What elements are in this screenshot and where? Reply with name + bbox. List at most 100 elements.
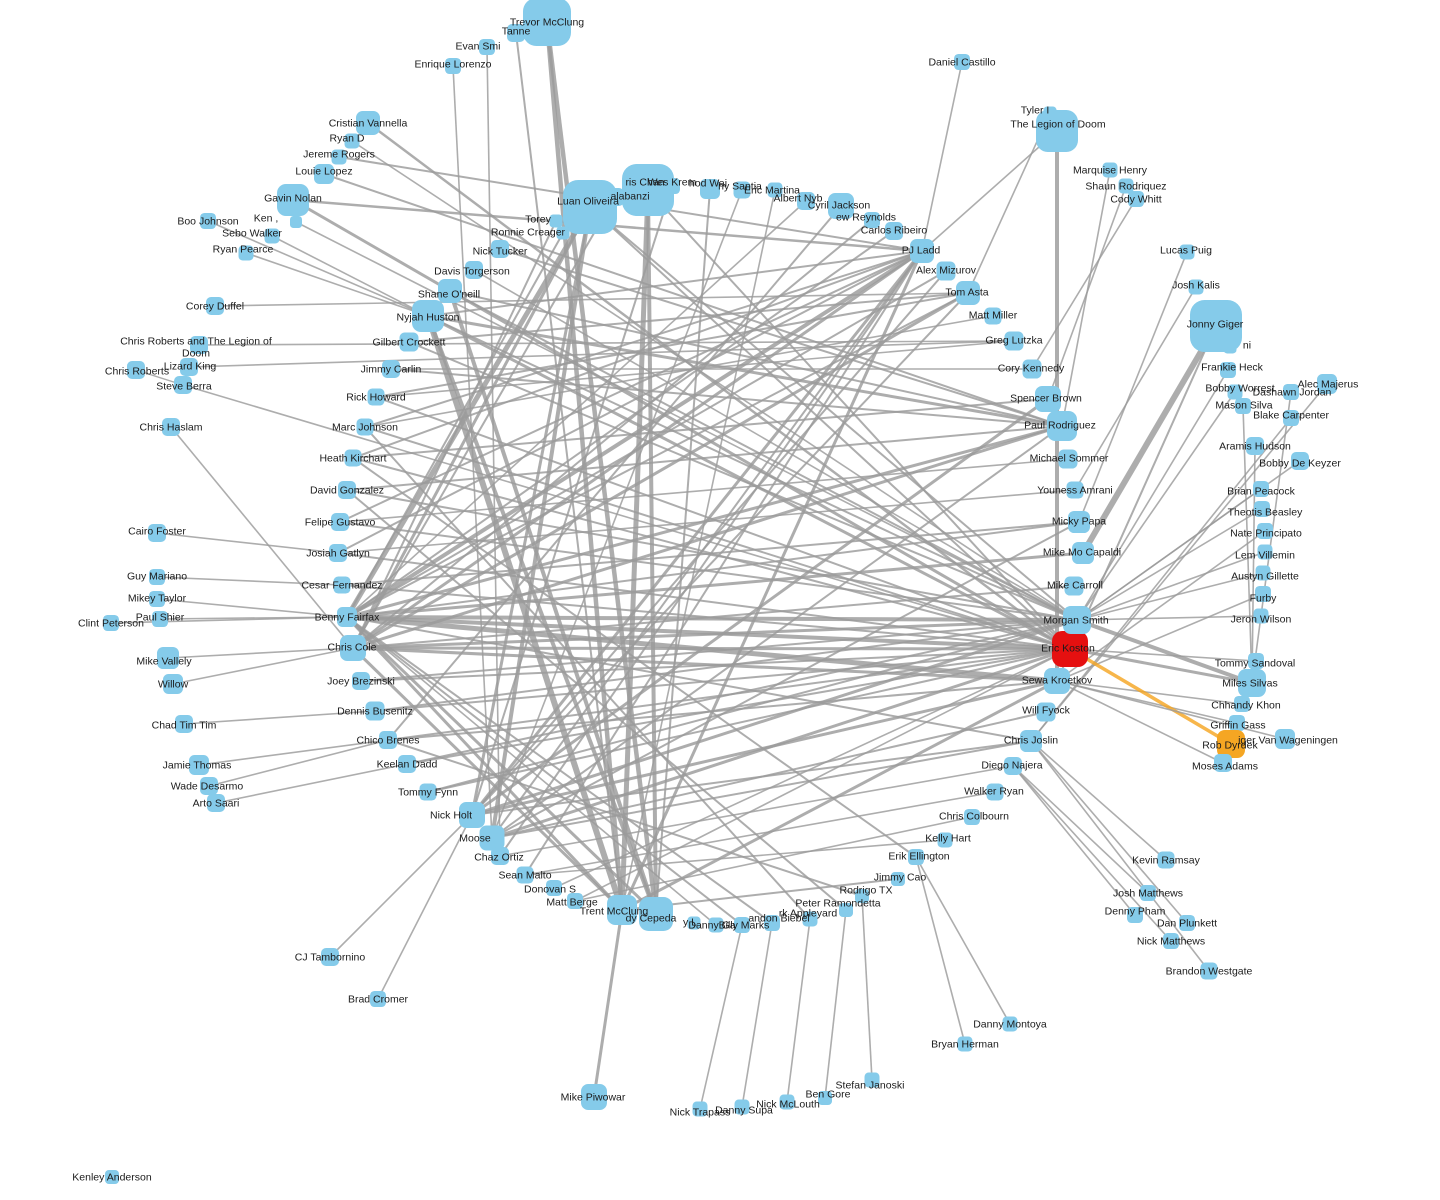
node-jereme-rogers[interactable]: [331, 149, 347, 165]
node-chris-cole[interactable]: [340, 635, 366, 661]
node-cj-tambornino[interactable]: [321, 948, 339, 966]
node-furby[interactable]: [1255, 586, 1271, 602]
node-ryan-d[interactable]: [344, 133, 360, 149]
node-davis-torgerson[interactable]: [465, 261, 483, 279]
node-tom-asta[interactable]: [956, 281, 980, 305]
node-dashawn-jordan[interactable]: [1283, 384, 1299, 400]
node-ryan-pearce[interactable]: [238, 245, 254, 261]
node-danny-montoya[interactable]: [1002, 1016, 1018, 1032]
node-rob-dyrdek[interactable]: [1217, 730, 1245, 758]
node-marc-johnson[interactable]: [356, 418, 374, 436]
node-trent-mcclung[interactable]: [607, 895, 637, 925]
node-albert-nyberg[interactable]: [797, 192, 815, 210]
node-sebo-walker[interactable]: [264, 228, 280, 244]
node-blake-carpenter[interactable]: [1283, 410, 1299, 426]
node-jonny-giger[interactable]: [1190, 300, 1242, 352]
node-brian-peacock[interactable]: [1253, 481, 1269, 497]
node-daniel-castillo[interactable]: [954, 54, 970, 70]
node-ken[interactable]: [290, 216, 302, 228]
node-rick-howard[interactable]: [367, 388, 385, 406]
node-chhandy-khon[interactable]: [1234, 696, 1250, 712]
node-sewa-kroetkov[interactable]: [1044, 668, 1070, 694]
node-mike-vallely[interactable]: [157, 647, 179, 669]
node-andrew-reynolds[interactable]: [864, 212, 880, 228]
node-diego-najera[interactable]: [1004, 757, 1022, 775]
node-nick-matthews[interactable]: [1163, 933, 1179, 949]
node-jamie-thomas[interactable]: [189, 755, 209, 775]
node-louie-lopez[interactable]: [314, 164, 334, 184]
node-kevin-ramsay[interactable]: [1157, 851, 1175, 869]
node-iger-van-wageningen[interactable]: [1275, 729, 1295, 749]
node-cairo-foster[interactable]: [148, 524, 166, 542]
node-moose[interactable]: [479, 825, 505, 851]
node-nick-holt[interactable]: [459, 802, 485, 828]
node-alex-mizurov[interactable]: [936, 261, 956, 281]
node-mikey-taylor[interactable]: [149, 591, 165, 607]
node-joey-brezinski[interactable]: [352, 672, 370, 690]
node-chris-haslam[interactable]: [162, 418, 180, 436]
node-theotis-beasley[interactable]: [1254, 501, 1270, 517]
node-benny-fairfax[interactable]: [337, 607, 357, 627]
node-tommy-fynn[interactable]: [419, 783, 437, 801]
node-moses-adams[interactable]: [1214, 754, 1232, 772]
node-lizard-king[interactable]: [180, 358, 198, 376]
node-chris-colbourn[interactable]: [964, 809, 980, 825]
node-eric-koston[interactable]: [1052, 631, 1088, 667]
node-chris-roberts-legion[interactable]: [190, 336, 208, 354]
node-cesar-fernandez[interactable]: [333, 576, 351, 594]
node-erik-ellington[interactable]: [908, 849, 924, 865]
node-stefan-janoski[interactable]: [864, 1072, 880, 1088]
node-brad-cromer[interactable]: [370, 991, 386, 1007]
node-nick-trapasso[interactable]: [692, 1101, 708, 1117]
node-rodrigo-tx[interactable]: [855, 889, 869, 903]
node-mason-silva[interactable]: [1235, 398, 1251, 414]
node-chris-joslin[interactable]: [1020, 730, 1042, 752]
node-cody-whitt[interactable]: [1128, 191, 1144, 207]
node-josiah-gatlyn[interactable]: [329, 544, 347, 562]
node-morgan-smith[interactable]: [1063, 606, 1091, 634]
node-danny-garcia[interactable]: [708, 917, 724, 933]
node-josh-kalis[interactable]: [1188, 279, 1204, 295]
node-lem-villemin[interactable]: [1257, 544, 1273, 560]
node-felipe-gustavo[interactable]: [331, 513, 349, 531]
node-will-fyock[interactable]: [1036, 702, 1056, 722]
node-peter-ramondetta[interactable]: [839, 903, 853, 917]
node-luan-oliveira[interactable]: [563, 180, 617, 234]
node-billy-marks[interactable]: [734, 917, 750, 933]
node-spencer-brown[interactable]: [1035, 386, 1061, 412]
node-brandon-westgate[interactable]: [1200, 962, 1218, 980]
node-pj-ladd[interactable]: [910, 239, 934, 263]
node-micky-papa[interactable]: [1068, 511, 1090, 533]
node-cyril-jackson[interactable]: [828, 193, 854, 219]
node-cristian-vannella[interactable]: [356, 111, 380, 135]
node-michael-sommer[interactable]: [1058, 449, 1078, 469]
node-guy-mariano[interactable]: [149, 569, 165, 585]
node-nate-principato[interactable]: [1257, 523, 1273, 539]
node-paul-shier[interactable]: [152, 611, 168, 627]
node-wade-desarmo[interactable]: [200, 777, 218, 795]
node-alec-majerus[interactable]: [1317, 374, 1337, 394]
node-cody-cepeda[interactable]: [639, 897, 673, 931]
node-jeron-wilson[interactable]: [1253, 608, 1269, 624]
node-torey[interactable]: [549, 214, 563, 228]
node-jimmy-cao[interactable]: [891, 872, 905, 886]
node-chico-brenes[interactable]: [379, 731, 397, 749]
node-sean-malto[interactable]: [516, 866, 534, 884]
node-paul-rodriguez[interactable]: [1047, 411, 1077, 441]
node-mike-mo-capaldi[interactable]: [1072, 542, 1094, 564]
node-ben-gore[interactable]: [818, 1091, 832, 1105]
node-cory-kennedy[interactable]: [1022, 359, 1042, 379]
node-brandon-biebel[interactable]: [764, 915, 780, 931]
node-nick-mclouth[interactable]: [779, 1094, 795, 1110]
node-keelan-dadd[interactable]: [398, 755, 416, 773]
node-ishod-wair[interactable]: [700, 179, 720, 199]
node-gavin-nolan[interactable]: [277, 184, 309, 216]
node-carlos-ribeiro[interactable]: [885, 222, 903, 240]
node-dennis-busenitz[interactable]: [365, 701, 385, 721]
node-bobby-worrest[interactable]: [1227, 384, 1243, 400]
node-mike-piwowar[interactable]: [581, 1084, 607, 1110]
node-evan-smith[interactable]: [479, 39, 495, 55]
node-david-gonzalez[interactable]: [338, 481, 356, 499]
node-shane-oneill[interactable]: [438, 279, 462, 303]
